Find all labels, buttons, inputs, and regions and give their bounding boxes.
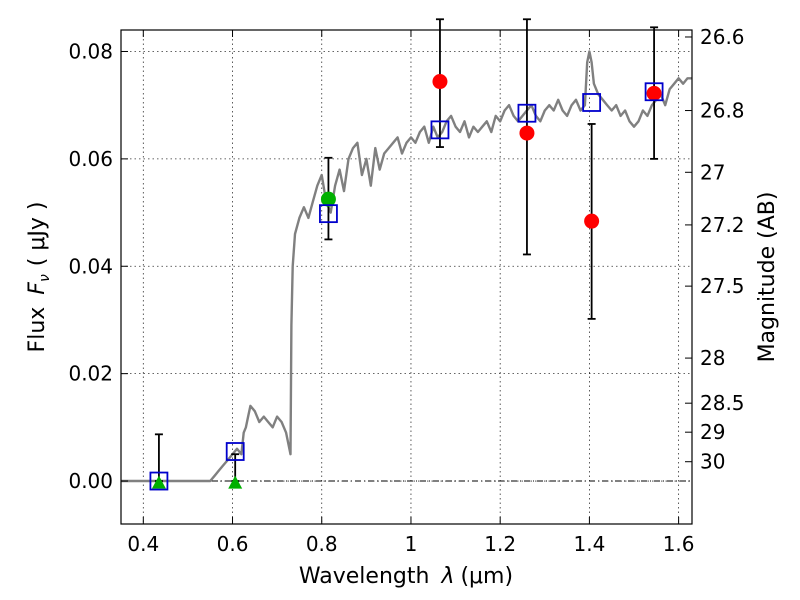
observed-flux-point <box>432 74 448 90</box>
model-band-flux-square <box>319 204 338 224</box>
y-tick-label: 0.00 <box>68 469 113 493</box>
x-tick-label: 1 <box>405 532 418 556</box>
tick-layer: 0.4 0.6 0.8 1 1.2 1.4 1.6 0.00 0.02 0.04 0.06 0.08 2… <box>68 25 744 556</box>
hst-upper-limit-marker <box>228 475 243 489</box>
model-band-flux-square <box>149 471 169 491</box>
model-band-flux-square <box>582 93 602 112</box>
x-tick-label: 1.4 <box>573 532 605 556</box>
x-tick-label: 0.8 <box>306 532 338 556</box>
x-tick-label: 1.6 <box>663 532 695 556</box>
y2-tick-label: 28 <box>700 346 725 370</box>
y-tick-label: 0.02 <box>68 362 113 386</box>
marker-layer <box>149 74 664 491</box>
y2-tick-label: 29 <box>700 420 725 444</box>
x-tick-label: 0.6 <box>217 532 249 556</box>
x-tick-label: 0.4 <box>127 532 159 556</box>
observed-flux-point <box>519 125 535 141</box>
y2-tick-label: 27.2 <box>700 213 745 237</box>
y2-tick-label: 28.5 <box>700 391 745 415</box>
x-axis-title: Wavelength λ (μm) <box>299 564 513 589</box>
x-tick-label: 1.2 <box>484 532 516 556</box>
errorbar-layer <box>154 18 659 482</box>
observed-flux-point <box>646 85 662 101</box>
y-tick-label: 0.06 <box>68 147 113 171</box>
y-axis-title: FluxFν( μJy ) <box>25 202 53 353</box>
y-tick-label: 0.08 <box>68 39 113 63</box>
model-band-flux-square <box>430 120 450 140</box>
model-sed-line <box>121 50 692 483</box>
y-tick-label: 0.04 <box>68 254 113 278</box>
model-sed-layer <box>121 50 692 483</box>
y2-tick-label: 26.6 <box>700 25 745 49</box>
model-band-flux-square <box>517 103 537 123</box>
hst-upper-limit-marker <box>151 475 166 489</box>
model-band-flux-square <box>644 82 664 102</box>
observed-flux-point <box>584 213 600 229</box>
y2-axis-title: Magnitude (AB) <box>755 192 780 363</box>
hst-detection-point <box>320 191 336 207</box>
y2-tick-label: 27 <box>700 160 725 184</box>
plot-frame <box>120 29 693 525</box>
y2-tick-label: 30 <box>700 450 725 474</box>
y2-tick-label: 27.5 <box>700 274 745 298</box>
y2-tick-label: 26.8 <box>700 99 745 123</box>
model-band-flux-square <box>225 442 245 461</box>
